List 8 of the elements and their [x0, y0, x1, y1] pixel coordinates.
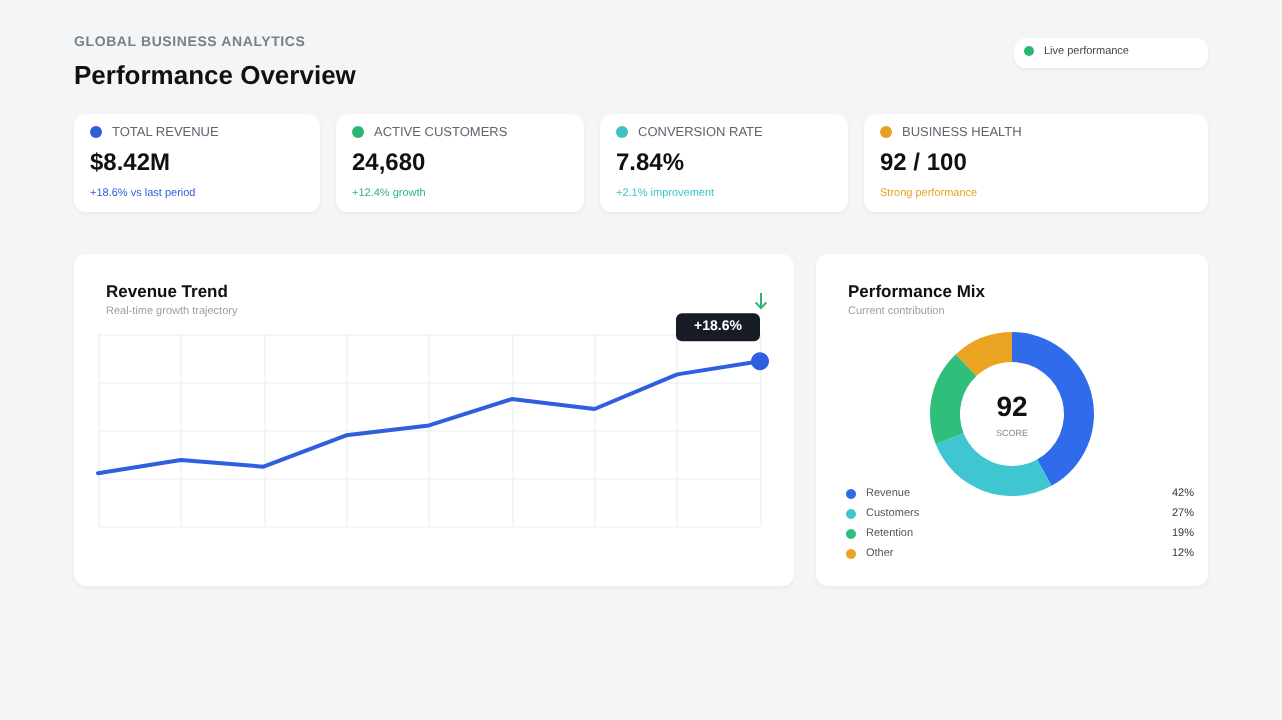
text: 7.84%: [616, 148, 685, 176]
chart-title: Revenue Trend: [106, 281, 228, 301]
text: Performance Overview: [74, 60, 356, 90]
text: 92: [996, 390, 1028, 422]
text: 24,680: [352, 148, 426, 176]
text: $8.42M: [90, 148, 171, 176]
text: 92 / 100: [880, 148, 967, 176]
chart-title: Performance Mix: [848, 281, 986, 301]
